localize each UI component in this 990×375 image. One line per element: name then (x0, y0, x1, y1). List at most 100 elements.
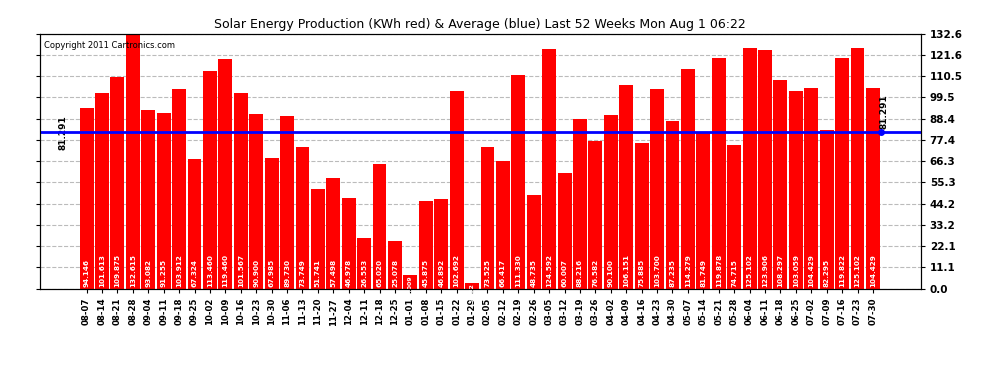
Text: 104.429: 104.429 (870, 254, 876, 287)
Text: 103.700: 103.700 (654, 254, 660, 287)
Bar (512, 75, 526, 289)
Bar (758, 51, 772, 289)
Text: 7.009: 7.009 (408, 276, 413, 296)
Text: 48.735: 48.735 (531, 259, 537, 287)
Bar (79, 108, 93, 289)
Bar (295, 147, 310, 289)
Bar (142, 110, 155, 289)
Text: 101.567: 101.567 (238, 254, 244, 287)
Text: 119.822: 119.822 (840, 254, 845, 287)
Bar (742, 48, 756, 289)
Bar (604, 116, 618, 289)
Text: 82.295: 82.295 (824, 259, 830, 287)
Bar (187, 159, 201, 289)
Text: 67.324: 67.324 (191, 259, 198, 287)
Text: 113.460: 113.460 (207, 254, 213, 287)
Text: 106.151: 106.151 (624, 254, 630, 287)
Text: 74.715: 74.715 (732, 259, 738, 287)
Bar (388, 240, 402, 289)
Bar (111, 78, 125, 289)
Bar (866, 88, 880, 289)
Title: Solar Energy Production (KWh red) & Average (blue) Last 52 Weeks Mon Aug 1 06:22: Solar Energy Production (KWh red) & Aver… (214, 18, 746, 31)
Text: 45.875: 45.875 (423, 259, 429, 287)
Bar (465, 283, 479, 289)
Bar (219, 59, 233, 289)
Bar (681, 69, 695, 289)
Text: 76.582: 76.582 (592, 259, 598, 287)
Bar (728, 145, 742, 289)
Bar (543, 49, 556, 289)
Bar (156, 113, 170, 289)
Bar (311, 189, 325, 289)
Bar (249, 114, 263, 289)
Text: 119.460: 119.460 (223, 254, 229, 287)
Text: 73.749: 73.749 (299, 259, 306, 287)
Text: 25.078: 25.078 (392, 259, 398, 287)
Text: 103.059: 103.059 (793, 254, 799, 287)
Text: 132.615: 132.615 (130, 254, 136, 287)
Text: 57.498: 57.498 (331, 259, 337, 287)
Text: 51.741: 51.741 (315, 259, 321, 287)
Bar (789, 90, 803, 289)
Text: 119.878: 119.878 (716, 254, 722, 287)
Bar (665, 121, 679, 289)
Bar (357, 238, 371, 289)
Text: 81.291: 81.291 (879, 94, 888, 129)
Bar (372, 164, 386, 289)
Bar (557, 173, 571, 289)
Text: 26.553: 26.553 (361, 259, 367, 287)
Bar (234, 93, 248, 289)
Text: 75.885: 75.885 (639, 259, 644, 287)
Bar (588, 141, 602, 289)
Bar (172, 89, 186, 289)
Bar (126, 34, 140, 289)
Bar (527, 195, 541, 289)
Text: 87.235: 87.235 (669, 259, 675, 287)
Text: 104.429: 104.429 (808, 254, 814, 287)
Bar (712, 58, 726, 289)
Text: 125.102: 125.102 (854, 254, 860, 287)
Text: 81.749: 81.749 (700, 259, 706, 287)
Text: 109.875: 109.875 (115, 254, 121, 287)
Bar (573, 119, 587, 289)
Text: 65.020: 65.020 (376, 259, 382, 287)
Text: 103.912: 103.912 (176, 254, 182, 287)
Text: 111.330: 111.330 (516, 254, 522, 287)
Text: Copyright 2011 Cartronics.com: Copyright 2011 Cartronics.com (44, 41, 175, 50)
Bar (203, 70, 217, 289)
Bar (620, 85, 634, 289)
Bar (836, 58, 849, 289)
Bar (449, 91, 463, 289)
Text: 102.692: 102.692 (453, 254, 459, 287)
Text: 3.152: 3.152 (469, 283, 474, 303)
Text: 124.592: 124.592 (546, 254, 552, 287)
Text: 73.525: 73.525 (484, 259, 490, 287)
Text: 46.892: 46.892 (439, 259, 445, 287)
Bar (773, 81, 787, 289)
Bar (496, 161, 510, 289)
Bar (404, 275, 418, 289)
Bar (435, 199, 448, 289)
Bar (635, 143, 648, 289)
Text: 94.146: 94.146 (83, 259, 89, 287)
Text: 114.279: 114.279 (685, 254, 691, 287)
Text: 101.613: 101.613 (99, 254, 105, 287)
Bar (327, 178, 341, 289)
Text: 90.900: 90.900 (253, 259, 259, 287)
Text: 123.906: 123.906 (762, 254, 768, 287)
Text: 93.082: 93.082 (146, 259, 151, 287)
Text: 66.417: 66.417 (500, 259, 506, 287)
Bar (820, 130, 834, 289)
Text: 108.297: 108.297 (777, 254, 783, 287)
Text: 60.007: 60.007 (561, 259, 567, 287)
Bar (95, 93, 109, 289)
Text: 125.102: 125.102 (746, 254, 752, 287)
Bar (480, 147, 494, 289)
Bar (696, 132, 710, 289)
Bar (850, 48, 864, 289)
Text: 81.291: 81.291 (59, 115, 68, 150)
Text: 89.730: 89.730 (284, 259, 290, 287)
Bar (264, 158, 278, 289)
Bar (804, 88, 818, 289)
Text: 88.216: 88.216 (577, 259, 583, 287)
